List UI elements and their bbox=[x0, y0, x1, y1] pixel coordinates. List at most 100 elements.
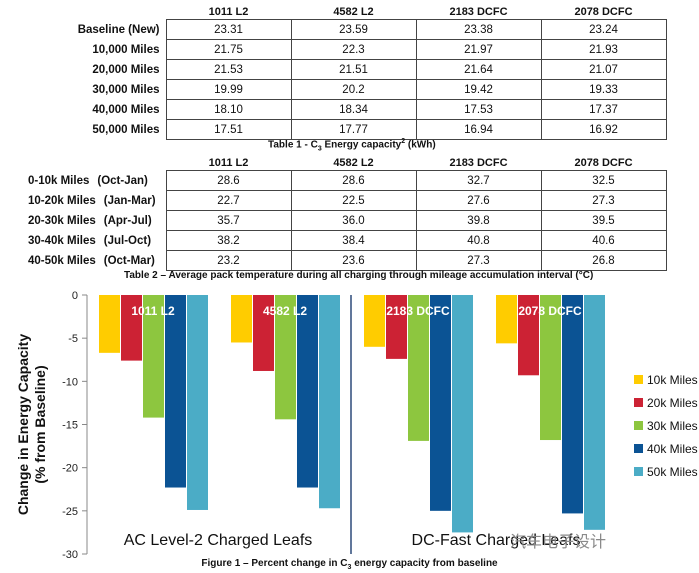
table1-cell: 16.92 bbox=[540, 119, 667, 140]
group-label: AC Level-2 Charged Leafs bbox=[124, 532, 313, 549]
category-label: 2078 DCFC bbox=[518, 304, 582, 318]
table2-row: 30-40k Miles (Jul-Oct) 38.2 38.4 40.8 40.6 bbox=[12, 230, 667, 251]
table2-cell: 28.6 bbox=[290, 170, 417, 191]
figure-caption-sub: 3 bbox=[347, 564, 352, 571]
table1-cell: 22.3 bbox=[290, 39, 417, 60]
chart-canvas: 0 -5 -10 -15 -20 -25 -30 Change in Energy Capac… bbox=[15, 290, 698, 558]
table2-row-period: (Apr-Jul) bbox=[103, 214, 152, 227]
table2-cell: 26.8 bbox=[540, 250, 667, 271]
bar bbox=[430, 295, 451, 511]
bar bbox=[253, 295, 274, 371]
category-label: 1011 L2 bbox=[131, 304, 175, 318]
table2-cell: 38.4 bbox=[290, 230, 417, 251]
table1-cell: 21.53 bbox=[165, 59, 292, 80]
table2-cell: 23.6 bbox=[290, 250, 417, 271]
table2-cell: 27.3 bbox=[415, 250, 542, 271]
table1-cell: 23.59 bbox=[290, 19, 417, 40]
table2-row-period: (Jan-Mar) bbox=[103, 194, 156, 207]
table2-cell: 36.0 bbox=[290, 210, 417, 231]
bar bbox=[275, 295, 296, 420]
table1-corner bbox=[60, 4, 166, 20]
bar bbox=[187, 295, 208, 510]
table2-cell: 39.8 bbox=[415, 210, 542, 231]
table2-row-label: 20-30k Miles bbox=[28, 214, 96, 227]
table2-col-header: 4582 L2 bbox=[333, 156, 374, 169]
legend-label: 40k Miles bbox=[647, 442, 698, 456]
table2-row-label-cell: 40-50k Miles (Oct-Mar) bbox=[12, 251, 166, 271]
table2-cell: 23.2 bbox=[165, 250, 292, 271]
y-tick-label: -30 bbox=[62, 549, 78, 558]
bar bbox=[408, 295, 429, 441]
legend-label: 50k Miles bbox=[647, 465, 698, 479]
table1-col-header: 4582 L2 bbox=[333, 5, 374, 18]
table1-cell: 21.93 bbox=[540, 39, 667, 60]
bar bbox=[518, 295, 539, 376]
table1-row-label: 10,000 Miles bbox=[92, 43, 160, 56]
y-axis-title: Change in Energy Capacity bbox=[15, 334, 31, 515]
table1-cell: 21.75 bbox=[165, 39, 292, 60]
table1-col-header: 2078 DCFC bbox=[574, 5, 633, 18]
table1-row: 50,000 Miles 17.51 17.77 16.94 16.92 bbox=[60, 119, 667, 140]
table2-cell: 40.8 bbox=[415, 230, 542, 251]
table2-cell: 27.6 bbox=[415, 190, 542, 211]
table1-cell: 23.24 bbox=[540, 19, 667, 40]
bar bbox=[540, 295, 561, 441]
table2-row-label: 10-20k Miles bbox=[28, 194, 96, 207]
figure-caption-text: energy capacity from baseline bbox=[351, 558, 498, 569]
bar bbox=[364, 295, 385, 347]
table1-cell: 23.38 bbox=[415, 19, 542, 40]
table2-row-label-cell: 10-20k Miles (Jan-Mar) bbox=[12, 191, 166, 211]
table1-cell: 23.31 bbox=[165, 19, 292, 40]
table2-row-label-cell: 30-40k Miles (Jul-Oct) bbox=[12, 231, 166, 251]
table2-cell: 32.5 bbox=[540, 170, 667, 191]
table2-corner bbox=[12, 155, 166, 171]
table1-caption-sup: 2 bbox=[401, 138, 406, 145]
table1-row: Baseline (New) 23.31 23.59 23.38 23.24 bbox=[60, 19, 667, 40]
table1-caption: Table 1 - C3 Energy capacity2 (kWh) bbox=[268, 138, 436, 152]
bar bbox=[496, 295, 517, 344]
bar bbox=[165, 295, 186, 488]
legend-swatch bbox=[634, 375, 643, 384]
legend-label: 20k Miles bbox=[647, 396, 698, 410]
table1-cell: 21.07 bbox=[540, 59, 667, 80]
table1-row-label: 20,000 Miles bbox=[92, 63, 160, 76]
table1-cell: 21.97 bbox=[415, 39, 542, 60]
table2-col-header: 2078 DCFC bbox=[574, 156, 633, 169]
table1-cell: 18.10 bbox=[165, 99, 292, 120]
table2-cell: 28.6 bbox=[165, 170, 292, 191]
table2-row-label-cell: 20-30k Miles (Apr-Jul) bbox=[12, 211, 166, 231]
table1-row-label: 30,000 Miles bbox=[92, 83, 160, 96]
bar bbox=[319, 295, 340, 509]
table1-cell: 21.64 bbox=[415, 59, 542, 80]
y-axis-subtitle: (% from Baseline) bbox=[32, 365, 48, 483]
table2-cell: 22.5 bbox=[290, 190, 417, 211]
table2-row-period: (Jul-Oct) bbox=[103, 234, 152, 247]
table1-cell: 17.53 bbox=[415, 99, 542, 120]
table1-cell: 17.51 bbox=[165, 119, 292, 140]
table2-caption: Table 2 – Average pack temperature durin… bbox=[124, 270, 594, 281]
table2-row-period: (Oct-Jan) bbox=[97, 174, 148, 187]
table2-header-row: 1011 L2 4582 L2 2183 DCFC 2078 DCFC bbox=[12, 155, 666, 171]
table1-cell: 19.33 bbox=[540, 79, 667, 100]
legend-swatch bbox=[634, 444, 643, 453]
table2-cell: 39.5 bbox=[540, 210, 667, 231]
table2-cell: 38.2 bbox=[165, 230, 292, 251]
table1-row-label: Baseline (New) bbox=[77, 23, 160, 36]
bar bbox=[121, 295, 142, 361]
table1-cell: 18.34 bbox=[290, 99, 417, 120]
legend-swatch bbox=[634, 467, 643, 476]
y-tick-label: -15 bbox=[62, 420, 78, 432]
table2-row-label: 40-50k Miles bbox=[28, 254, 96, 267]
table2-cell: 27.3 bbox=[540, 190, 667, 211]
y-tick-label: -25 bbox=[62, 506, 78, 518]
category-label: 2183 DCFC bbox=[386, 304, 450, 318]
table2-cell: 40.6 bbox=[540, 230, 667, 251]
capacity-change-chart: 0 -5 -10 -15 -20 -25 -30 Change in Energy Capac… bbox=[0, 283, 699, 558]
category-label: 4582 L2 bbox=[263, 304, 307, 318]
table1-row: 20,000 Miles 21.53 21.51 21.64 21.07 bbox=[60, 59, 667, 80]
group-label: DC-Fast Charged Leafs bbox=[412, 532, 581, 549]
table1-cell: 20.2 bbox=[290, 79, 417, 100]
table1-cell: 17.37 bbox=[540, 99, 667, 120]
table2-cell: 32.7 bbox=[415, 170, 542, 191]
table1-col-header: 1011 L2 bbox=[208, 5, 249, 18]
